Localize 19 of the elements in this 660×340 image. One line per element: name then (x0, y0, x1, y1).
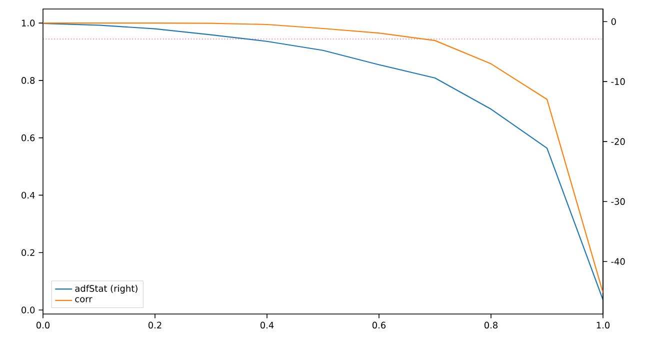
x-tick-label: 0.8 (484, 322, 498, 329)
legend-label: corr (75, 297, 92, 302)
legend-label: adfStat (right) (75, 284, 138, 294)
x-tick-label: 0.6 (372, 322, 386, 329)
x-tick-label: 0.4 (260, 322, 274, 329)
y2-tick-label: -30 (611, 198, 625, 205)
y-tick-label: 1.0 (22, 20, 35, 26)
y2-tick-label: 0 (611, 18, 616, 25)
y-tick-label: 0.8 (22, 77, 35, 84)
x-tick-label: 1.0 (596, 322, 610, 329)
y-tick-label: 0.0 (22, 306, 35, 314)
y2-tick-label: -40 (611, 258, 625, 265)
y2-tick-label: -10 (611, 78, 625, 85)
y-tick-label: 0.2 (22, 249, 34, 256)
x-tick-label: 0.2 (148, 322, 162, 329)
y-tick-label: 0.6 (22, 134, 35, 142)
y-tick-label: 0.4 (22, 192, 35, 199)
x-tick-label: 0.0 (36, 322, 50, 329)
y2-tick-label: -20 (611, 138, 625, 145)
